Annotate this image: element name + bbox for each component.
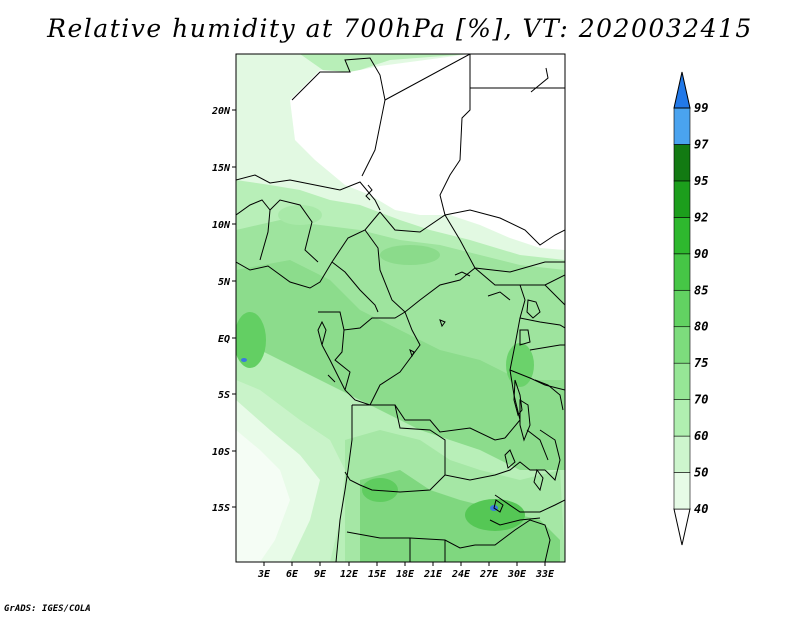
colorbar-label: 60 xyxy=(694,429,708,443)
colorbar-bottom-arrow xyxy=(673,508,691,546)
axis-ticks xyxy=(232,109,546,566)
humidity-field xyxy=(236,54,565,562)
lon-label: 3E xyxy=(257,569,271,580)
lon-label: 27E xyxy=(479,569,499,580)
lat-label: 5S xyxy=(218,390,230,401)
lon-label: 6E xyxy=(286,569,299,580)
colorbar-segment xyxy=(673,399,691,437)
lon-label: 21E xyxy=(423,569,443,580)
colorbar-label: 75 xyxy=(694,356,708,370)
lat-label: 5N xyxy=(218,277,231,288)
lon-label: 33E xyxy=(535,569,555,580)
colorbar-segment xyxy=(673,289,691,328)
latitude-labels: 20N 15N 10N 5N EQ 5S 10S 15S xyxy=(211,106,231,514)
colorbar-label: 85 xyxy=(694,283,708,297)
colorbar-label: 80 xyxy=(694,320,708,334)
colorbar-label: 70 xyxy=(694,393,708,407)
map-title: Relative humidity at 700hPa [%], VT: 202… xyxy=(47,14,753,43)
lat-label: 10N xyxy=(212,220,231,231)
colorbar-segment xyxy=(673,472,691,510)
colorbar-label: 95 xyxy=(694,174,708,188)
colorbar-segment xyxy=(673,107,691,145)
colorbar-label: 40 xyxy=(694,502,708,516)
longitude-labels: 3E 6E 9E 12E 15E 18E 21E 24E 27E 30E 33E xyxy=(257,569,555,580)
lat-label: 20N xyxy=(211,106,231,117)
lon-label: 12E xyxy=(340,569,359,580)
lon-label: 24E xyxy=(451,569,471,580)
colorbar: 40 50 60 70 75 80 85 90 92 95 97 99 xyxy=(673,71,709,546)
lat-label: 15N xyxy=(212,163,231,174)
lon-label: 30E xyxy=(507,569,527,580)
colorbar-segment xyxy=(673,326,691,364)
colorbar-label: 50 xyxy=(694,466,708,480)
colorbar-segment xyxy=(673,180,691,218)
country-borders xyxy=(236,54,565,562)
credit-label: GrADS: IGES/COLA xyxy=(4,604,91,614)
colorbar-label: 97 xyxy=(694,137,709,151)
colorbar-segment xyxy=(673,362,691,400)
lat-label: 15S xyxy=(212,503,230,514)
colorbar-label: 90 xyxy=(694,247,708,261)
lon-label: 15E xyxy=(368,569,387,580)
colorbar-label: 99 xyxy=(694,101,708,115)
lat-label: 10S xyxy=(212,447,230,458)
colorbar-segment xyxy=(673,253,691,291)
lat-label: EQ xyxy=(218,334,230,345)
colorbar-segment xyxy=(673,144,691,182)
map-frame xyxy=(235,53,566,563)
colorbar-segment xyxy=(673,217,691,255)
lon-label: 9E xyxy=(314,569,327,580)
colorbar-segment xyxy=(673,435,691,473)
lon-label: 18E xyxy=(396,569,415,580)
colorbar-label: 92 xyxy=(694,210,708,224)
colorbar-top-arrow xyxy=(673,71,691,109)
